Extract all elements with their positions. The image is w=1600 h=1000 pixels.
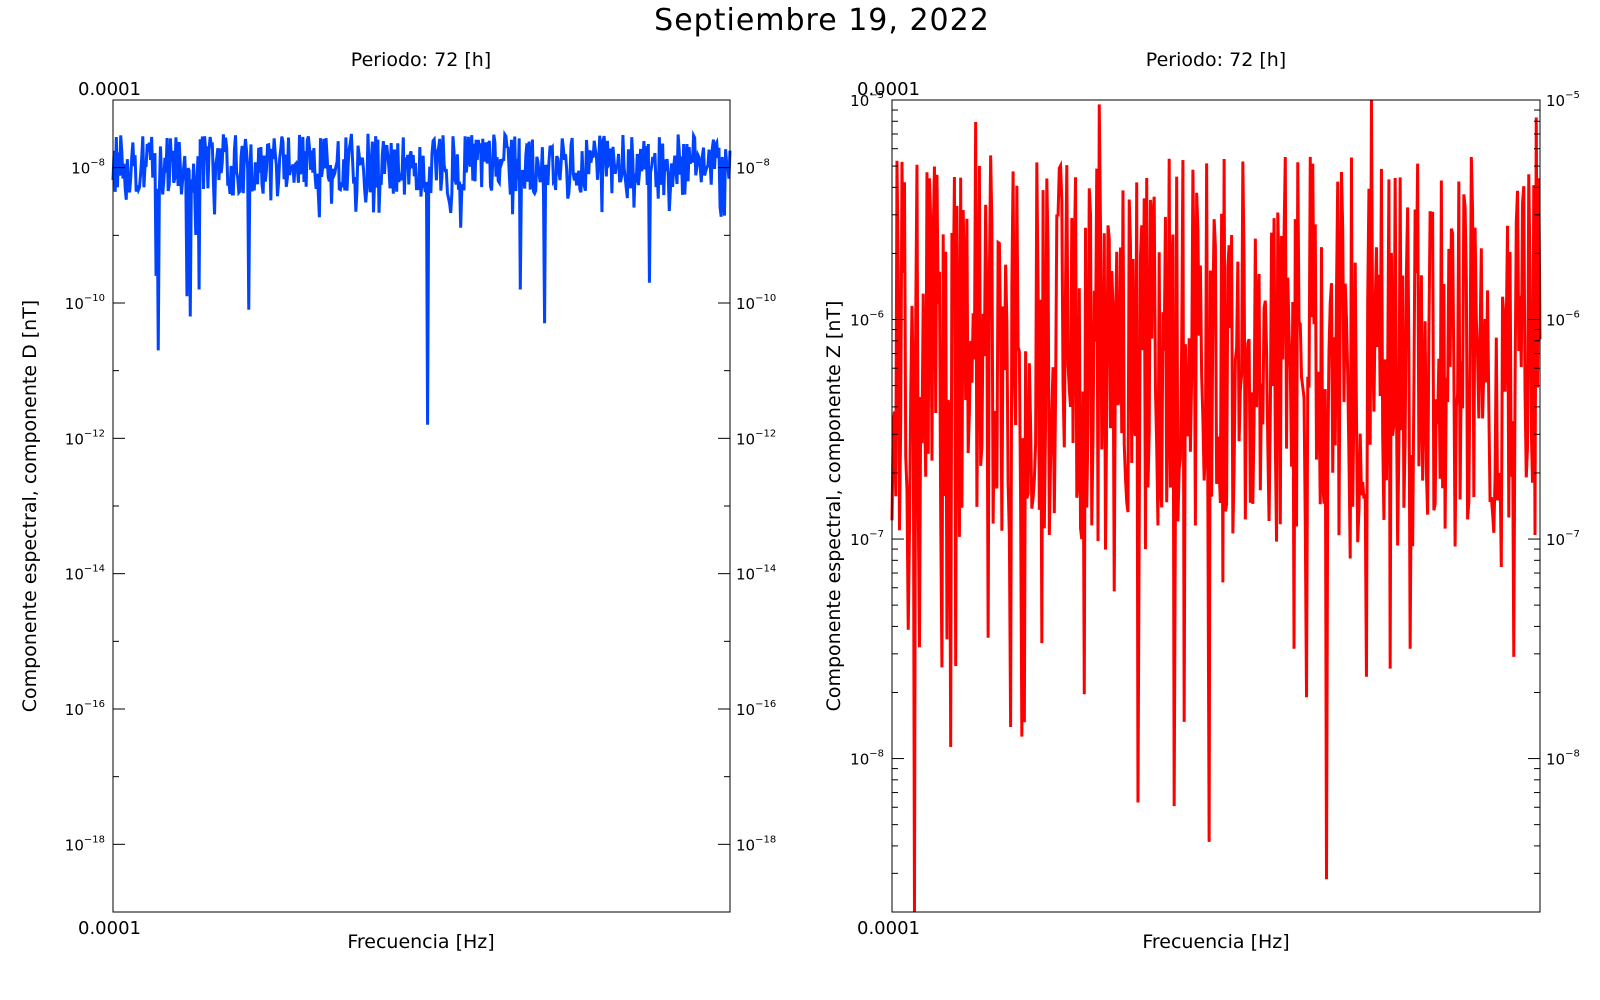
y-tick-label-left: 10−7: [850, 529, 884, 549]
y-tick-label-right: 10−7: [1546, 529, 1580, 549]
y-axis-label: Componente espectral, componente D [nT]: [19, 300, 41, 712]
y-tick-label-right: 10−5: [1546, 90, 1580, 110]
y-tick-label-right: 10−12: [736, 428, 776, 448]
y-tick-label-right: 10−8: [1546, 749, 1580, 769]
series-line-1: [111, 129, 732, 425]
y-tick-label-left: 10−5: [850, 90, 884, 110]
x-axis-label: Frecuencia [Hz]: [347, 931, 494, 953]
plot-frame: [891, 99, 1541, 913]
y-tick-label-left: 10−12: [65, 428, 105, 448]
top-corner-label: 0.0001: [857, 79, 920, 100]
chart-panel-1: 10−8 10−8 10−10 10−10 10−12 10−12 10−14 10−14 10…: [19, 49, 776, 953]
panels: 10−8 10−8 10−10 10−10 10−12 10−12 10−14 10−14 10…: [19, 49, 1580, 953]
y-tick-label-left: 10−10: [65, 293, 105, 313]
plot-frame: [112, 99, 731, 913]
x-axis-label: Frecuencia [Hz]: [1142, 931, 1289, 953]
panel-title: Periodo: 72 [h]: [1146, 49, 1286, 71]
top-corner-label: 0.0001: [78, 79, 141, 100]
series-line-1: [890, 99, 1542, 913]
y-tick-label-left: 10−8: [71, 158, 105, 178]
y-tick-label-right: 10−8: [736, 158, 770, 178]
panel-title: Periodo: 72 [h]: [351, 49, 491, 71]
y-tick-label-left: 10−18: [65, 834, 105, 854]
y-tick-label-right: 10−6: [1546, 310, 1580, 330]
chart-panel-2: 10−5 10−5 10−6 10−6 10−7 10−7 10−8 10−8 Periodo:…: [823, 49, 1580, 953]
y-tick-label-left: 10−8: [850, 749, 884, 769]
y-tick-label-right: 10−16: [736, 699, 776, 719]
y-tick-label-right: 10−14: [736, 564, 776, 584]
y-tick-label-left: 10−16: [65, 699, 105, 719]
y-tick-label-right: 10−18: [736, 834, 776, 854]
y-axis-label: Componente espectral, componente Z [nT]: [823, 301, 845, 712]
y-tick-label-left: 10−14: [65, 564, 105, 584]
figure-title: Septiembre 19, 2022: [654, 3, 990, 38]
x-tick-label: 0.0001: [78, 918, 141, 939]
y-tick-label-left: 10−6: [850, 310, 884, 330]
y-tick-label-right: 10−10: [736, 293, 776, 313]
x-tick-label: 0.0001: [857, 918, 920, 939]
